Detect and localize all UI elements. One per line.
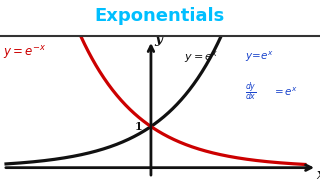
Text: $y\!=\!e^x$: $y\!=\!e^x$ xyxy=(244,49,274,64)
Text: y: y xyxy=(154,32,162,46)
Text: $= e^x$: $= e^x$ xyxy=(272,85,298,98)
Text: 1: 1 xyxy=(134,121,142,132)
Text: $\frac{dy}{dx}$: $\frac{dy}{dx}$ xyxy=(244,80,256,103)
Text: x: x xyxy=(316,168,320,180)
Text: $y=e^{-x}$: $y=e^{-x}$ xyxy=(3,44,46,61)
Text: $y=e^x$: $y=e^x$ xyxy=(184,49,219,65)
Text: Exponentials: Exponentials xyxy=(95,7,225,25)
